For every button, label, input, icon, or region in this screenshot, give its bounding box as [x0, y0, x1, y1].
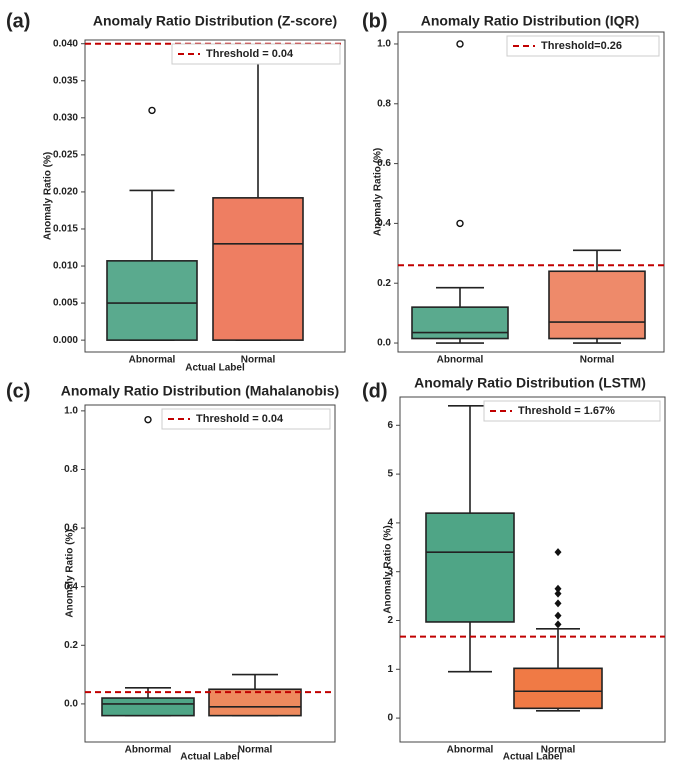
x-tick-label: Abnormal [129, 355, 176, 366]
x-tick-label: Normal [541, 745, 576, 756]
y-tick-label: 0.040 [53, 38, 78, 49]
legend-box [506, 35, 660, 57]
box [106, 260, 198, 341]
y-axis-label: Anomaly Ratio (%) [373, 148, 384, 236]
y-tick-label: 0.2 [64, 640, 78, 651]
y-axis-label: Anomaly Ratio (%) [43, 152, 54, 240]
y-tick-label: 1.0 [64, 406, 78, 417]
y-tick-label: 5 [387, 469, 393, 480]
legend-label: Threshold = 1.67% [518, 405, 615, 417]
chart-title: Anomaly Ratio Distribution (Mahalanobis) [61, 383, 339, 399]
plot-frame [84, 404, 336, 743]
y-tick-label: 0.0 [64, 699, 78, 710]
y-tick-label: 0.6 [377, 158, 391, 169]
panel-label: (d) [362, 380, 388, 402]
box [208, 688, 302, 717]
x-axis-label: Actual Label [503, 752, 563, 763]
box [411, 306, 509, 340]
outlier [554, 599, 562, 608]
legend-label: Threshold = 0.04 [196, 413, 284, 425]
chart-title: Anomaly Ratio Distribution (LSTM) [414, 375, 646, 391]
y-tick-label: 0.010 [53, 261, 78, 272]
y-tick-label: 0.000 [53, 335, 78, 346]
x-tick-label: Abnormal [125, 745, 172, 756]
outlier [144, 415, 152, 424]
y-tick-label: 0.030 [53, 112, 78, 123]
y-tick-label: 0 [387, 713, 393, 724]
outlier [554, 584, 562, 593]
outlier [554, 611, 562, 620]
y-tick-label: 6 [387, 420, 393, 431]
y-tick-label: 1 [387, 664, 393, 675]
chart-title: Anomaly Ratio Distribution (Z-score) [93, 13, 337, 29]
y-tick-label: 0.2 [377, 278, 391, 289]
x-tick-label: Normal [241, 355, 276, 366]
y-tick-label: 0.005 [53, 298, 78, 309]
legend-box [161, 408, 331, 430]
panel-label: (a) [6, 10, 30, 32]
x-tick-label: Normal [580, 355, 615, 366]
panel-label: (b) [362, 10, 388, 32]
y-tick-label: 3 [387, 566, 393, 577]
y-tick-label: 4 [387, 518, 393, 529]
y-tick-label: 0.0 [377, 338, 391, 349]
panel-label: (c) [6, 380, 30, 402]
legend-label: Threshold=0.26 [541, 40, 622, 52]
y-tick-label: 0.6 [64, 523, 78, 534]
legend-box [483, 400, 661, 422]
y-tick-label: 1.0 [377, 39, 391, 50]
plot-frame [84, 39, 346, 353]
x-tick-label: Abnormal [447, 745, 494, 756]
x-tick-label: Abnormal [437, 355, 484, 366]
outlier [148, 106, 156, 115]
outlier [456, 40, 464, 48]
legend-box [171, 43, 341, 65]
outlier [456, 219, 464, 228]
y-axis-label: Anomaly Ratio (%) [383, 525, 394, 613]
box [425, 512, 515, 623]
y-tick-label: 0.8 [377, 98, 391, 109]
box [513, 667, 603, 710]
box [212, 197, 304, 341]
legend-label: Threshold = 0.04 [206, 48, 294, 60]
x-axis-label: Actual Label [180, 752, 240, 763]
box [548, 270, 646, 340]
outlier [554, 620, 562, 629]
y-tick-label: 0.8 [64, 464, 78, 475]
y-tick-label: 0.025 [53, 150, 78, 161]
y-tick-label: 2 [387, 615, 393, 626]
box [101, 697, 195, 717]
y-tick-label: 0.4 [64, 581, 78, 592]
x-axis-label: Actual Label [185, 363, 245, 374]
plot-frame [397, 31, 665, 353]
plot-frame [399, 396, 666, 743]
y-tick-label: 0.015 [53, 224, 78, 235]
chart-title: Anomaly Ratio Distribution (IQR) [421, 13, 640, 29]
outlier [554, 548, 562, 557]
y-tick-label: 0.4 [377, 218, 391, 229]
outlier [554, 589, 562, 598]
y-axis-label: Anomaly Ratio (%) [65, 529, 76, 617]
y-tick-label: 0.035 [53, 75, 78, 86]
y-tick-label: 0.020 [53, 187, 78, 198]
x-tick-label: Normal [238, 745, 273, 756]
